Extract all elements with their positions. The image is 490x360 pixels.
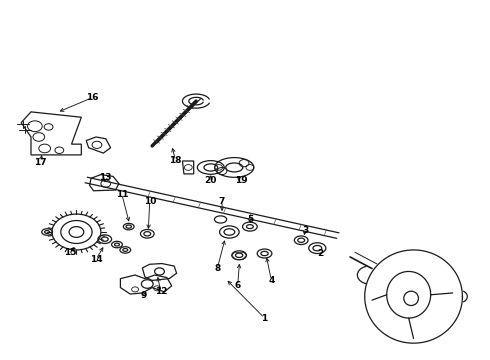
Text: 19: 19: [235, 176, 247, 185]
Text: 15: 15: [64, 248, 76, 257]
Text: 9: 9: [141, 291, 147, 300]
Text: 7: 7: [219, 197, 225, 206]
Text: 4: 4: [268, 276, 274, 285]
Text: 20: 20: [205, 176, 217, 185]
Text: 18: 18: [170, 157, 182, 166]
Text: 6: 6: [235, 281, 241, 290]
Text: 12: 12: [155, 287, 167, 296]
Text: 5: 5: [247, 215, 253, 224]
Text: 2: 2: [317, 249, 323, 258]
Text: 10: 10: [144, 197, 156, 206]
Text: 11: 11: [116, 190, 128, 199]
Text: 14: 14: [90, 255, 102, 264]
Text: 8: 8: [214, 265, 220, 274]
Text: 17: 17: [34, 158, 47, 167]
Text: 16: 16: [86, 93, 99, 102]
Text: 13: 13: [99, 173, 112, 182]
Text: 3: 3: [302, 226, 308, 235]
Text: 1: 1: [262, 314, 268, 323]
